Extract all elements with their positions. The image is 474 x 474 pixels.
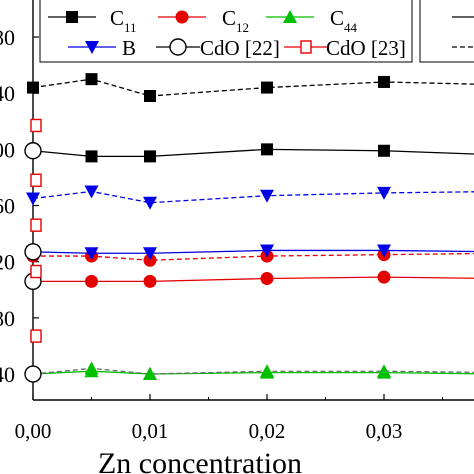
x-tick-label: 0,03 bbox=[366, 419, 403, 443]
legend-marker bbox=[66, 11, 78, 23]
data-point bbox=[143, 367, 157, 381]
data-point bbox=[377, 270, 391, 284]
reference-point bbox=[24, 365, 42, 383]
legend-marker bbox=[169, 38, 187, 56]
series-line bbox=[32, 190, 474, 204]
y-tick-label: 40 bbox=[0, 362, 15, 387]
legend-marker bbox=[85, 41, 99, 54]
right-legend-box bbox=[419, 0, 474, 63]
x-tick-label: 0,00 bbox=[15, 419, 52, 443]
reference-point bbox=[30, 218, 42, 232]
legend-label: B bbox=[122, 36, 136, 60]
legend-marker bbox=[300, 40, 312, 54]
data-point bbox=[84, 185, 99, 199]
data-point bbox=[144, 150, 156, 163]
data-point bbox=[144, 89, 156, 102]
reference-point bbox=[30, 173, 42, 187]
data-point bbox=[260, 244, 274, 258]
reference-point bbox=[30, 118, 42, 133]
right-legend bbox=[419, 0, 474, 63]
legend-box bbox=[39, 0, 413, 63]
data-point bbox=[84, 361, 99, 375]
ticks: 0,00 0,01 0,02 0,03 40 80 120 160 200 240 280 bbox=[0, 25, 443, 443]
legend-marker bbox=[175, 10, 189, 24]
y-tick-label: 120 bbox=[0, 250, 15, 275]
data-point bbox=[260, 189, 274, 203]
x-tick-label: 0,01 bbox=[132, 419, 169, 443]
y-tick-label: 200 bbox=[0, 137, 15, 162]
data-point bbox=[377, 244, 391, 258]
x-tick-label: 0,02 bbox=[249, 419, 286, 443]
series-line bbox=[33, 252, 474, 261]
data-point bbox=[85, 73, 98, 86]
data-point bbox=[26, 192, 40, 206]
series-line bbox=[32, 78, 474, 97]
y-tick-label: 80 bbox=[0, 306, 15, 331]
data-point bbox=[143, 247, 157, 261]
reference-point bbox=[30, 264, 42, 279]
legend-label: CdO [23] bbox=[326, 36, 406, 60]
reference-point bbox=[24, 142, 42, 160]
reference-point bbox=[24, 243, 42, 261]
data-point bbox=[377, 186, 391, 200]
reference-point bbox=[30, 329, 42, 343]
data-point bbox=[84, 247, 99, 261]
data-point bbox=[378, 75, 390, 88]
data-point bbox=[260, 272, 274, 286]
series-line bbox=[33, 276, 474, 282]
data-point bbox=[261, 143, 273, 156]
x-axis-title: Zn concentration bbox=[98, 447, 302, 474]
data-point bbox=[85, 150, 98, 163]
data-point bbox=[378, 144, 390, 157]
data-point bbox=[85, 274, 98, 288]
reference-layer bbox=[24, 118, 42, 383]
y-tick-label: 240 bbox=[0, 81, 15, 106]
series-layer bbox=[26, 73, 474, 381]
data-point bbox=[377, 364, 391, 378]
data-point bbox=[261, 81, 273, 94]
y-tick-label: 280 bbox=[0, 25, 15, 50]
legend-label: CdO [22] bbox=[200, 36, 280, 60]
data-point bbox=[143, 253, 157, 267]
y-tick-label: 160 bbox=[0, 194, 15, 219]
legend-marker bbox=[283, 10, 297, 23]
series-line bbox=[32, 148, 474, 158]
data-point bbox=[27, 81, 39, 94]
data-point bbox=[143, 274, 157, 288]
series-line bbox=[32, 367, 474, 375]
series-line bbox=[32, 249, 474, 254]
series-line bbox=[32, 370, 474, 375]
data-point bbox=[143, 196, 157, 210]
data-point bbox=[260, 364, 274, 378]
